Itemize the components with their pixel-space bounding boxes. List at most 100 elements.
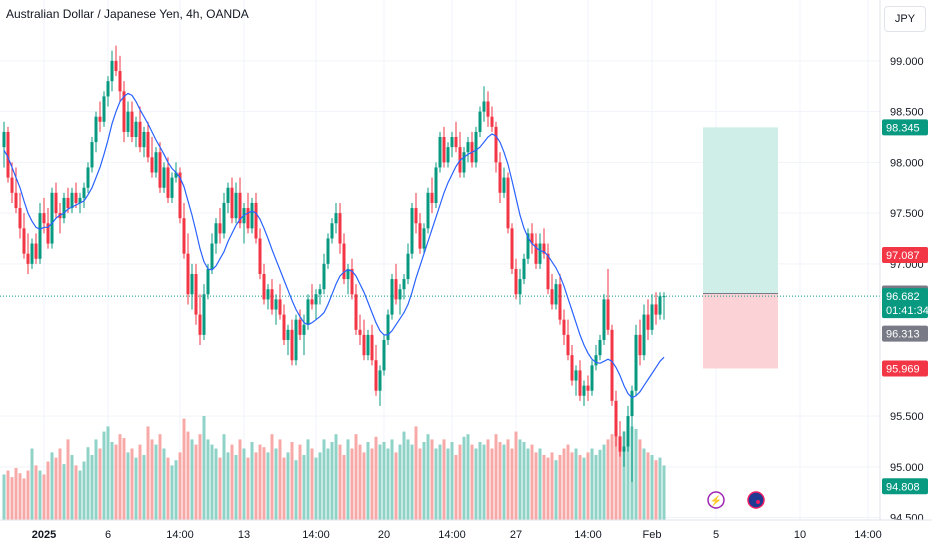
candle-body [578,370,582,396]
candle-body [346,268,350,280]
event-symbol: ⚡ [710,494,722,507]
candle-body [34,243,38,259]
y-tick-label: 95.500 [890,411,924,423]
candle [138,106,142,153]
volume-bar [590,448,594,520]
candle [566,319,570,361]
candle [202,284,206,340]
candle [506,172,510,234]
candle [382,334,386,376]
candle-body [162,167,166,188]
volume-bar [134,457,138,520]
candle [422,223,426,254]
candle [638,319,642,366]
candle [62,192,66,224]
volume-bar [186,431,190,520]
candle [278,284,282,320]
volume-bar [150,439,154,520]
candle [266,284,270,310]
y-tick-label: 95.000 [890,462,924,474]
candle-body [238,192,242,224]
y-tick-label: 98.500 [890,107,924,119]
x-tick-label: 13 [238,529,250,541]
candle [606,268,610,335]
volume-bar [294,460,298,520]
candle-body [526,233,530,259]
candle [350,258,354,300]
volume-bar [554,460,558,520]
candle [630,385,634,483]
candle-body [558,284,562,320]
y-tick-label: 98.000 [890,157,924,169]
candle-body [226,187,230,203]
volume-bar [286,452,290,520]
volume-bar [282,457,286,520]
event-lightning-icon: ⚡ [707,491,725,509]
candle-body [270,289,274,310]
candle-body [498,162,502,193]
x-tick-label: 10 [794,529,806,541]
volume-bar [450,442,454,520]
candle-body [614,400,618,437]
candle-body [26,253,30,264]
candle-body [142,131,146,148]
candle-body [282,314,286,340]
volume-bar [154,444,158,520]
candle-body [262,274,266,300]
volume-bar [498,442,502,520]
volume-bar [650,455,654,520]
candle-body [366,334,370,356]
volume-bar [166,457,170,520]
volume-bar [218,457,222,520]
candle [222,192,226,239]
candle-body [566,334,570,356]
volume-bar [226,452,230,520]
volume-bar [98,448,102,520]
candle [570,345,574,386]
volume-bar [638,439,642,520]
candle-body [122,91,126,132]
volume-bar [242,448,246,520]
volume-bar [174,460,178,520]
candle-body [434,167,438,203]
volume-bar [662,465,666,520]
candle [30,238,34,269]
volume-bar [646,452,650,520]
x-tick-label: 6 [105,529,111,541]
candle [22,213,26,259]
candle [658,292,662,320]
candle-body [454,137,458,148]
candle [314,289,318,320]
volume-bar [526,448,530,520]
candle [430,177,434,214]
candle [470,131,474,168]
candle [618,421,622,457]
candle-body [390,279,394,315]
volume-bar [362,452,366,520]
candle [610,324,614,406]
candle [126,101,130,137]
currency-button[interactable]: JPY [884,6,926,32]
volume-bar [342,455,346,520]
candle [306,294,310,330]
volume-bar [574,448,578,520]
candle-body [550,289,554,305]
candle [166,157,170,203]
volume-bar [22,478,26,520]
candle [410,202,414,259]
candle [386,309,390,346]
candle [170,172,174,203]
candle-body [158,152,162,188]
candle-body [414,208,418,224]
candle-body [634,334,638,391]
volume-bar [206,439,210,520]
candle-body [646,314,650,330]
volume-bar [614,429,618,520]
candle-body [166,167,170,198]
candle-body [94,116,98,143]
candle [378,365,382,406]
volume-bar [514,431,518,520]
candle-body [206,268,210,295]
candle [250,197,254,234]
